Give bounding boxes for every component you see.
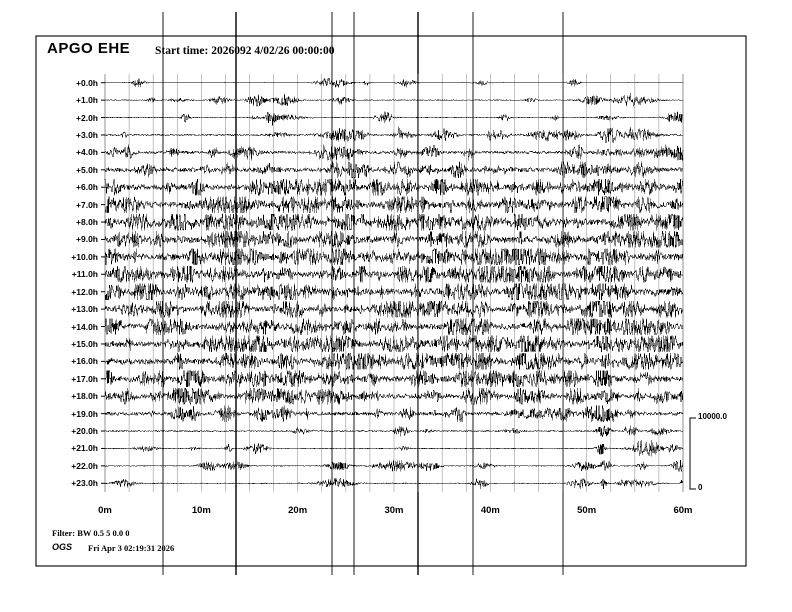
y-axis-tick-label: +8.0h: [76, 217, 98, 228]
y-axis-tick-label: +17.0h: [71, 373, 98, 384]
y-axis-tick-label: +13.0h: [71, 304, 98, 315]
y-axis-tick-label: +16.0h: [71, 356, 98, 367]
y-axis-tick-label: +4.0h: [76, 147, 98, 158]
x-axis-tick-label: 50m: [577, 505, 597, 516]
organization-label: OGS: [52, 542, 73, 552]
y-axis-tick-label: +19.0h: [71, 408, 98, 419]
station-title: APGO EHE: [47, 40, 131, 57]
y-axis-tick-label: +18.0h: [71, 391, 98, 402]
start-time-label: Start time: 2026092 4/02/26 00:00:00: [155, 45, 335, 57]
y-axis-tick-label: +14.0h: [71, 321, 98, 332]
x-axis-tick-label: 20m: [288, 505, 308, 516]
generated-timestamp: Fri Apr 3 02:19:31 2026: [88, 543, 175, 553]
y-axis-tick-label: +1.0h: [76, 95, 98, 106]
x-axis-tick-label: 40m: [480, 505, 500, 516]
y-axis-tick-label: +6.0h: [76, 182, 98, 193]
y-axis-tick-label: +22.0h: [71, 460, 98, 471]
y-axis-tick-label: +15.0h: [71, 338, 98, 349]
x-axis-tick-label: 0m: [98, 505, 112, 516]
y-axis-tick-label: +2.0h: [76, 112, 98, 123]
x-axis-tick-label: 30m: [384, 505, 404, 516]
y-axis-tick-label: +0.0h: [76, 77, 98, 88]
y-axis-tick-label: +5.0h: [76, 164, 98, 175]
filter-label: Filter: BW 0.5 5 0.0 0: [52, 528, 130, 538]
y-axis-tick-label: +21.0h: [71, 443, 98, 454]
y-axis-tick-label: +7.0h: [76, 199, 98, 210]
y-axis-tick-label: +3.0h: [76, 129, 98, 140]
x-axis-tick-label: 60m: [673, 505, 693, 516]
y-axis-tick-label: +10.0h: [71, 251, 98, 262]
y-axis-tick-label: +23.0h: [71, 478, 98, 489]
y-axis-tick-label: +11.0h: [71, 269, 98, 280]
x-axis-tick-label: 10m: [191, 505, 211, 516]
y-axis-tick-label: +12.0h: [71, 286, 98, 297]
amplitude-scale-max: 10000.0: [698, 412, 727, 421]
y-axis-tick-label: +20.0h: [71, 426, 98, 437]
amplitude-scale-min: 0: [698, 483, 703, 492]
y-axis-tick-label: +9.0h: [76, 234, 98, 245]
